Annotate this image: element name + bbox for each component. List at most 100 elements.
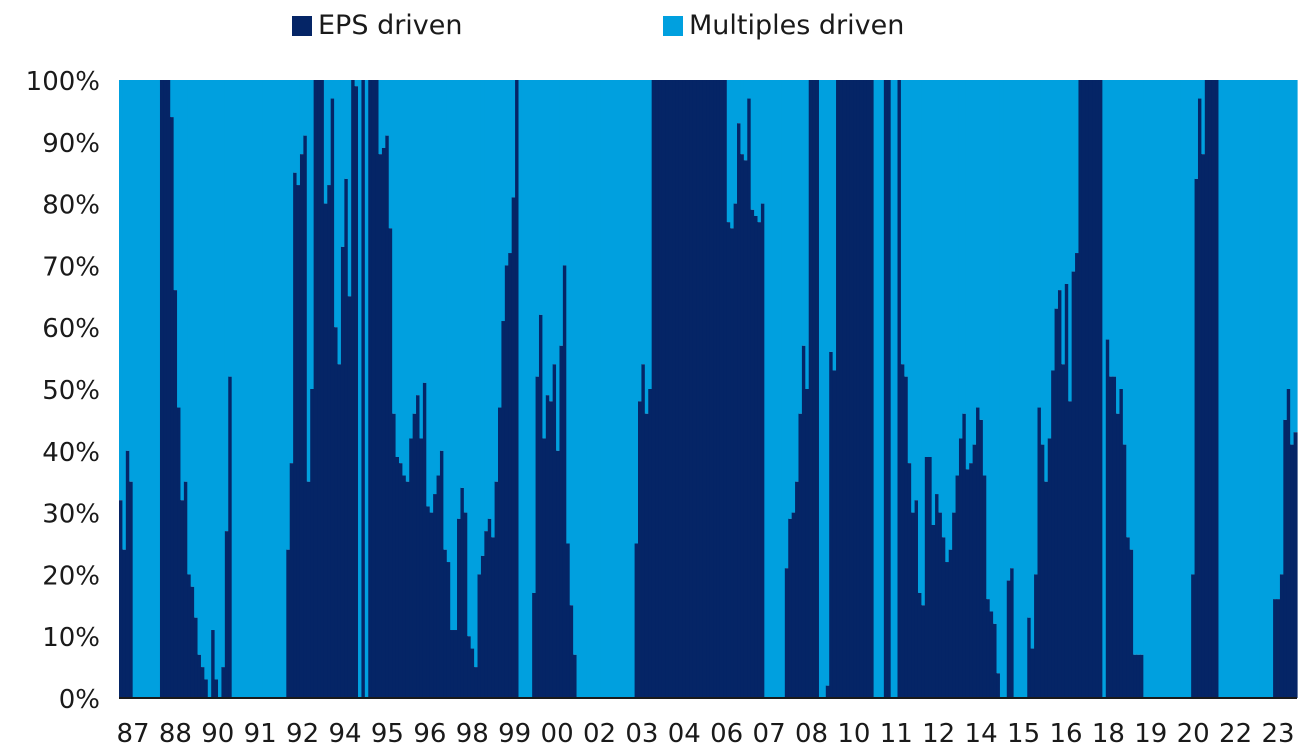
eps-bar-82	[398, 463, 403, 698]
eps-bar-121	[532, 592, 537, 698]
x-tick-label: 99	[498, 719, 531, 749]
x-tick-label: 94	[328, 719, 361, 749]
multiples-bar-49	[286, 80, 291, 550]
multiples-bar-248	[965, 80, 970, 470]
multiples-bar-90	[426, 80, 431, 507]
multiples-bar-263	[1017, 80, 1022, 698]
multiples-bar-137	[586, 80, 591, 698]
eps-bar-115	[511, 197, 516, 699]
multiples-bar-128	[556, 80, 561, 451]
multiples-bar-237	[928, 80, 933, 457]
multiples-bar-43	[265, 80, 270, 698]
eps-bar-154	[644, 413, 649, 698]
multiples-bar-3	[129, 80, 134, 482]
multiples-bar-180	[733, 80, 738, 204]
multiples-bar-310	[1177, 80, 1182, 698]
eps-bar-69	[354, 86, 359, 699]
eps-bar-280	[1075, 253, 1080, 699]
eps-bar-22	[194, 617, 199, 698]
multiples-bar-289	[1105, 80, 1110, 340]
eps-bar-209	[832, 370, 837, 698]
multiples-bar-16	[173, 80, 178, 291]
eps-bar-274	[1054, 308, 1059, 698]
eps-bar-240	[938, 512, 943, 698]
eps-bar-233	[914, 500, 919, 698]
eps-bar-100	[460, 487, 465, 698]
multiples-bar-331	[1249, 80, 1254, 698]
multiples-bar-67	[347, 80, 352, 297]
x-tick-label: 22	[1219, 719, 1252, 749]
x-tick-label: 20	[1177, 719, 1210, 749]
eps-bar-183	[743, 160, 748, 699]
multiples-bar-151	[634, 80, 639, 544]
multiples-bar-336	[1266, 80, 1271, 698]
multiples-bar-139	[593, 80, 598, 698]
legend-label-multiples: Multiples driven	[689, 10, 905, 41]
eps-bar-286	[1095, 80, 1100, 698]
multiples-bar-340	[1279, 80, 1284, 575]
eps-bar-98	[453, 630, 458, 698]
eps-bar-31	[224, 531, 229, 698]
eps-bar-177	[723, 80, 728, 698]
eps-bar-272	[1047, 438, 1052, 698]
multiples-bar-268	[1034, 80, 1039, 575]
eps-bar-80	[392, 413, 397, 698]
multiples-bar-118	[521, 80, 526, 698]
multiples-bar-111	[498, 80, 503, 408]
eps-bar-83	[402, 475, 407, 698]
multiples-bar-5	[136, 80, 141, 698]
eps-bar-279	[1071, 271, 1076, 698]
x-tick-label: 19	[1134, 719, 1167, 749]
legend-swatch-multiples	[663, 15, 683, 36]
eps-bar-244	[952, 512, 957, 698]
multiples-bar-297	[1133, 80, 1138, 655]
eps-bar-319	[1208, 80, 1213, 698]
multiples-bar-34	[235, 80, 240, 698]
eps-bar-155	[648, 389, 653, 698]
multiples-bar-129	[559, 80, 564, 346]
eps-bar-203	[812, 80, 817, 698]
eps-bar-171	[702, 80, 707, 698]
eps-bar-200	[801, 345, 806, 698]
multiples-bar-335	[1262, 80, 1267, 698]
multiples-bar-306	[1163, 80, 1168, 698]
x-tick-label: 07	[753, 719, 786, 749]
y-tick-label: 40%	[42, 438, 100, 468]
eps-bar-125	[545, 395, 550, 698]
multiples-bar-342	[1286, 80, 1291, 389]
eps-bar-167	[689, 80, 694, 698]
multiples-bar-101	[463, 80, 468, 513]
multiples-bar-52	[296, 80, 301, 186]
eps-bar-164	[678, 80, 683, 698]
x-tick-label: 88	[159, 719, 192, 749]
multiples-bar-85	[409, 80, 414, 439]
multiples-bar-314	[1191, 80, 1196, 575]
eps-bar-298	[1136, 654, 1141, 698]
x-tick-label: 98	[456, 719, 489, 749]
multiples-bar-272	[1047, 80, 1052, 439]
eps-bar-163	[675, 80, 680, 698]
eps-bar-2	[125, 450, 130, 698]
eps-bar-152	[638, 401, 643, 698]
eps-bar-285	[1092, 80, 1097, 698]
eps-bar-159	[661, 80, 666, 698]
multiples-bar-69	[354, 80, 359, 87]
eps-bar-199	[798, 413, 803, 698]
multiples-bar-141	[600, 80, 605, 698]
multiples-bar-94	[439, 80, 444, 451]
multiples-bar-258	[999, 80, 1004, 698]
eps-bar-133	[573, 654, 578, 698]
multiples-bar-236	[924, 80, 929, 457]
eps-bar-249	[969, 463, 974, 698]
multiples-bar-233	[914, 80, 919, 501]
multiples-bar-109	[491, 80, 496, 538]
multiples-bar-8	[146, 80, 151, 698]
multiples-bar-123	[538, 80, 543, 315]
eps-bar-343	[1290, 444, 1295, 698]
multiples-bar-60	[323, 80, 328, 204]
multiples-bar-302	[1150, 80, 1155, 698]
eps-bar-282	[1081, 80, 1086, 698]
eps-bar-64	[337, 364, 342, 698]
x-tick-label: 03	[625, 719, 658, 749]
multiples-bar-61	[327, 80, 332, 186]
